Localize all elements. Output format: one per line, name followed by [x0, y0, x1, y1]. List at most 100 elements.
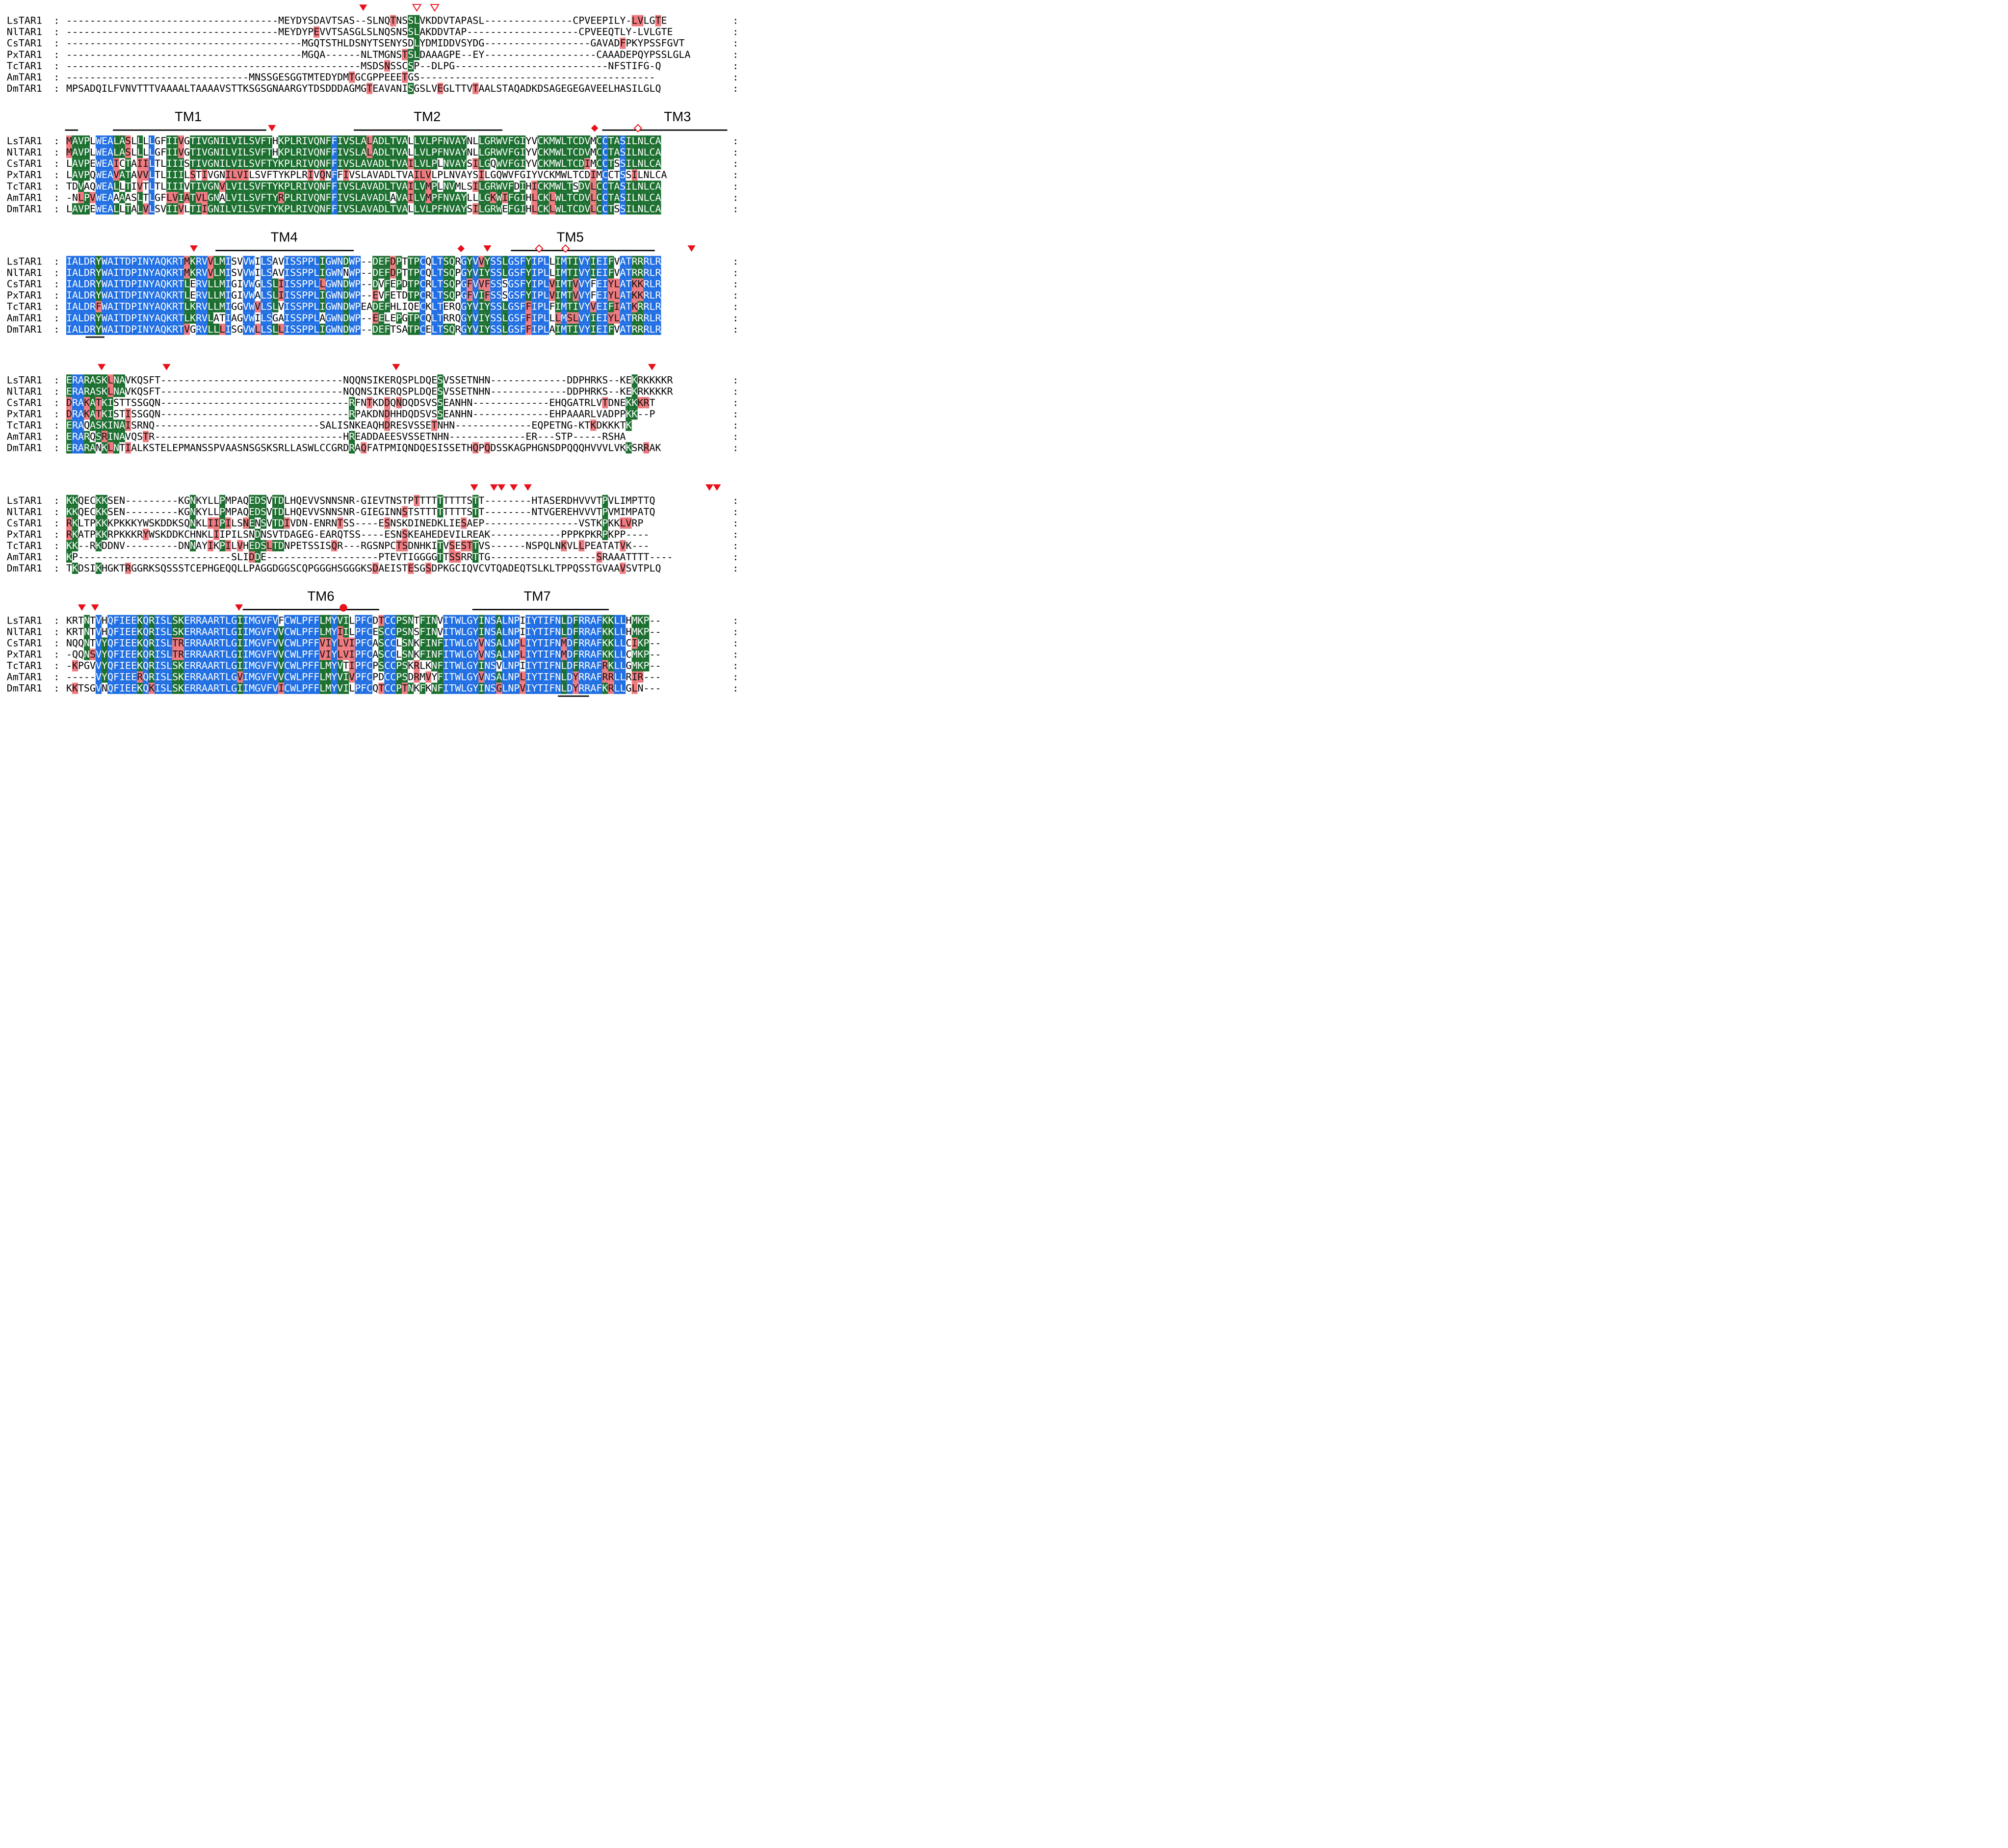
separator: :	[53, 386, 60, 397]
filled-triangle-icon	[235, 604, 243, 611]
sequence-name: LsTAR1	[6, 374, 42, 386]
separator: :	[53, 135, 60, 147]
sequence-residues: RKLTPKKKPKKKYWSKDDKSQNKLIIPILSNENSVTDIVD…	[66, 517, 644, 529]
filled-triangle-icon	[91, 604, 99, 611]
separator: :	[732, 169, 739, 181]
separator: :	[732, 551, 739, 563]
transmembrane-label: TM2	[414, 109, 441, 125]
filled-triangle-icon	[687, 245, 696, 252]
filled-triangle-icon	[392, 364, 400, 370]
separator: :	[732, 26, 739, 38]
transmembrane-bar	[65, 129, 78, 131]
separator: :	[53, 517, 60, 529]
sequence-residues: KP--------------------------SLIDDE------…	[66, 551, 673, 563]
filled-triangle-icon	[162, 364, 171, 370]
separator: :	[53, 312, 60, 324]
separator: :	[732, 637, 739, 649]
sequence-name: AmTAR1	[6, 671, 42, 683]
sequence-residues: ------------------------------------MEYD…	[66, 26, 673, 38]
sequence-name: AmTAR1	[6, 431, 42, 442]
sequence-name: LsTAR1	[6, 135, 42, 147]
separator: :	[732, 289, 739, 301]
separator: :	[53, 158, 60, 170]
sequence-residues: -NLPVWEAAAASLTLGFLVIATVLGNALVILSVFTYRPLR…	[66, 192, 661, 204]
filled-triangle-icon	[648, 364, 656, 370]
separator: :	[732, 397, 739, 409]
separator: :	[732, 301, 739, 312]
separator: :	[732, 278, 739, 290]
sequence-residues: ERARANKLNTIALKSTELEPMANSSPVAASNSGSKSRLLA…	[66, 442, 661, 454]
transmembrane-bar	[242, 609, 379, 610]
sequence-residues: LAVPEWEAICTAIILTLIIISTIVGNILVILSVFTYKPLR…	[66, 158, 661, 170]
sequence-residues: MPSADQILFVNVTTTVAAAALTAAAAVSTTKSGSGNAARG…	[66, 82, 661, 94]
transmembrane-label: TM5	[556, 229, 584, 245]
separator: :	[53, 278, 60, 290]
separator: :	[53, 637, 60, 649]
separator: :	[53, 15, 60, 26]
sequence-name: TcTAR1	[6, 60, 42, 72]
separator: :	[53, 442, 60, 454]
sequence-name: LsTAR1	[6, 15, 42, 26]
sequence-name: NlTAR1	[6, 506, 42, 518]
filled-triangle-icon	[483, 245, 492, 252]
sequence-residues: KKTSGVNQFIEEKQKISLSKERRAARTLGIIMGVFVICWL…	[66, 682, 661, 694]
open-diamond-icon	[633, 124, 642, 132]
sequence-residues: TKDSIKHGKTRGGRKSQSSSTCEPHGEQQLLPAGGDGGSC…	[66, 562, 661, 574]
sequence-name: PxTAR1	[6, 408, 42, 420]
sequence-name: NlTAR1	[6, 386, 42, 397]
filled-triangle-icon	[497, 484, 506, 491]
separator: :	[53, 506, 60, 518]
separator: :	[732, 135, 739, 147]
separator: :	[53, 495, 60, 506]
sequence-name: LsTAR1	[6, 256, 42, 267]
sequence-residues: MAVPLWEALASLLLLGFIIVGTIVGNILVILSVFTHKPLR…	[66, 135, 661, 147]
open-triangle-icon	[412, 4, 422, 12]
transmembrane-bar	[558, 695, 589, 697]
sequence-name: CsTAR1	[6, 158, 42, 170]
sequence-residues: ERARASKLNAVKQSFT------------------------…	[66, 374, 673, 386]
filled-triangle-icon	[359, 4, 367, 11]
alignment-figure: LsTAR1: ---------------------------------…	[0, 0, 770, 709]
separator: :	[732, 562, 739, 574]
sequence-name: CsTAR1	[6, 278, 42, 290]
filled-triangle-icon	[190, 245, 198, 252]
separator: :	[53, 71, 60, 83]
filled-triangle-icon	[98, 364, 106, 370]
sequence-name: AmTAR1	[6, 192, 42, 204]
separator: :	[732, 495, 739, 506]
sequence-residues: IALDRYWAITDPINYAQKRTMKRVVLMISVVWILSAVISS…	[66, 256, 661, 267]
sequence-residues: RKATPKKRPKKKRYWSKDDKCHNKLIIPILSNDNSVTDAG…	[66, 528, 650, 540]
sequence-name: PxTAR1	[6, 289, 42, 301]
separator: :	[53, 540, 60, 551]
sequence-name: AmTAR1	[6, 312, 42, 324]
sequence-name: NlTAR1	[6, 147, 42, 158]
sequence-residues: ERAQASKINAISRNQ-------------------------…	[66, 419, 632, 431]
separator: :	[732, 506, 739, 518]
separator: :	[732, 540, 739, 551]
filled-triangle-icon	[510, 484, 518, 491]
separator: :	[53, 82, 60, 94]
separator: :	[53, 551, 60, 563]
transmembrane-bar	[85, 336, 104, 338]
sequence-name: NlTAR1	[6, 267, 42, 279]
separator: :	[732, 71, 739, 83]
sequence-name: PxTAR1	[6, 169, 42, 181]
sequence-residues: ------------------------------------MEYD…	[66, 15, 667, 26]
separator: :	[53, 682, 60, 694]
sequence-residues: -----VYQFIEERQRISLSKERRAARTLGVIMGVFVVCWL…	[66, 671, 661, 683]
separator: :	[732, 660, 739, 672]
sequence-name: DmTAR1	[6, 442, 42, 454]
sequence-name: PxTAR1	[6, 649, 42, 660]
sequence-residues: ----------------------------------------…	[66, 49, 691, 60]
transmembrane-label: TM7	[523, 588, 551, 604]
transmembrane-bar	[215, 250, 354, 252]
separator: :	[53, 671, 60, 683]
sequence-name: NlTAR1	[6, 626, 42, 638]
separator: :	[53, 60, 60, 72]
sequence-name: TcTAR1	[6, 419, 42, 431]
separator: :	[732, 181, 739, 192]
separator: :	[53, 397, 60, 409]
sequence-residues: LAVPQWEAVATAVVLTLIIILSTIVGNILVILSVFTYKPL…	[66, 169, 667, 181]
transmembrane-label: TM1	[174, 109, 202, 125]
transmembrane-bar	[354, 129, 503, 131]
